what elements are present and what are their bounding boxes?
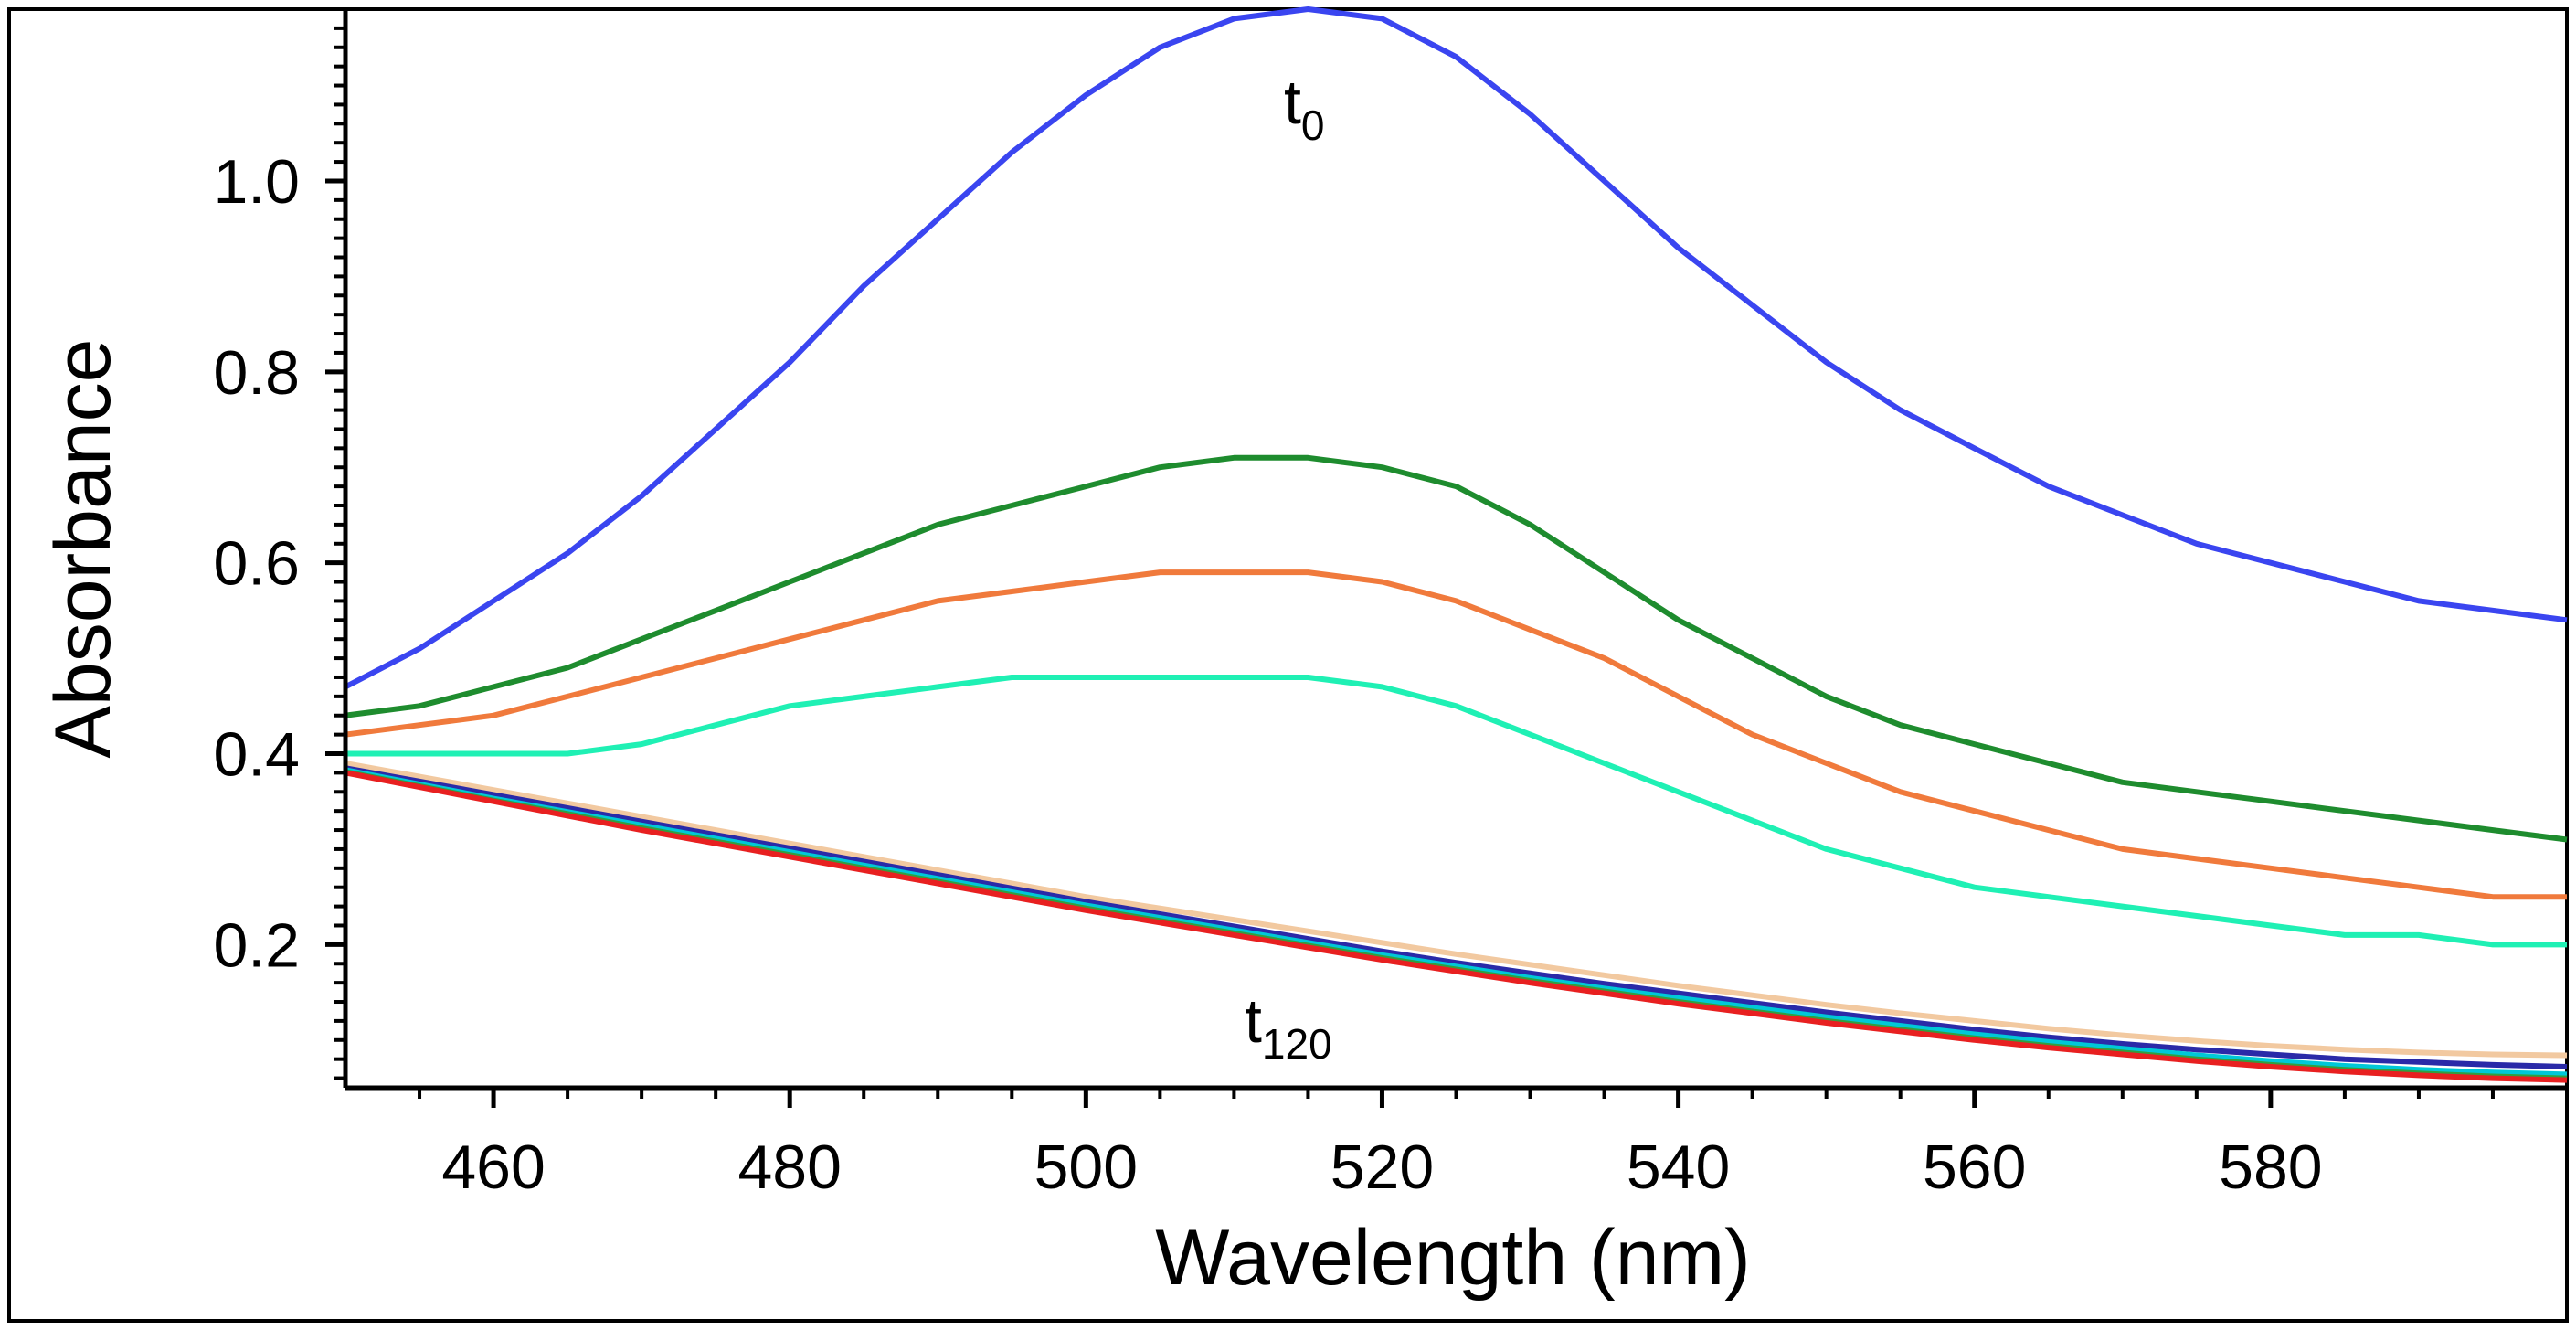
x-tick-label-0: 460 xyxy=(441,1133,545,1202)
series-line-curve-6 xyxy=(345,765,2568,1069)
x-tick-label-3: 520 xyxy=(1330,1133,1434,1202)
series-line-curve-7 xyxy=(345,767,2568,1078)
x-tick-label-5: 560 xyxy=(1923,1133,2026,1202)
x-tick-label-4: 540 xyxy=(1627,1133,1730,1202)
series-line-curve-4 xyxy=(345,675,2567,948)
x-tick-label-6: 580 xyxy=(2219,1133,2322,1202)
series-line-curve-2 xyxy=(345,454,2568,843)
outer-border xyxy=(7,7,2569,1323)
series-group xyxy=(344,6,2568,1083)
x-tick-labels: 460 480 500 520 540 560 580 xyxy=(441,1133,2322,1202)
series-line-curve-5 xyxy=(345,761,2568,1059)
series-line-curve-3 xyxy=(345,569,2567,900)
series-line-t0 xyxy=(344,6,2568,690)
y-tick-label-2: 0.6 xyxy=(213,529,300,599)
x-axis-title: Wavelength (nm) xyxy=(1155,1214,1751,1302)
x-tick-label-2: 500 xyxy=(1034,1133,1138,1202)
annotation-t120-base: t xyxy=(1245,986,1262,1056)
annotation-t0-base: t xyxy=(1284,68,1301,137)
x-tick-label-1: 480 xyxy=(737,1133,841,1202)
y-tick-label-0: 0.2 xyxy=(213,910,300,980)
y-tick-label-4: 1.0 xyxy=(213,147,300,217)
y-tick-label-1: 0.4 xyxy=(213,720,300,790)
annotation-t120: t120 xyxy=(1245,986,1332,1068)
annotation-t0: t0 xyxy=(1284,68,1325,149)
series-line-t120 xyxy=(345,770,2568,1083)
annotation-t120-sub: 120 xyxy=(1262,1020,1332,1068)
annotation-t0-sub: 0 xyxy=(1301,101,1325,149)
y-axis-title: Absorbance xyxy=(39,339,127,759)
y-tick-label-3: 0.8 xyxy=(213,338,300,408)
y-tick-labels: 0.2 0.4 0.6 0.8 1.0 xyxy=(213,147,300,980)
